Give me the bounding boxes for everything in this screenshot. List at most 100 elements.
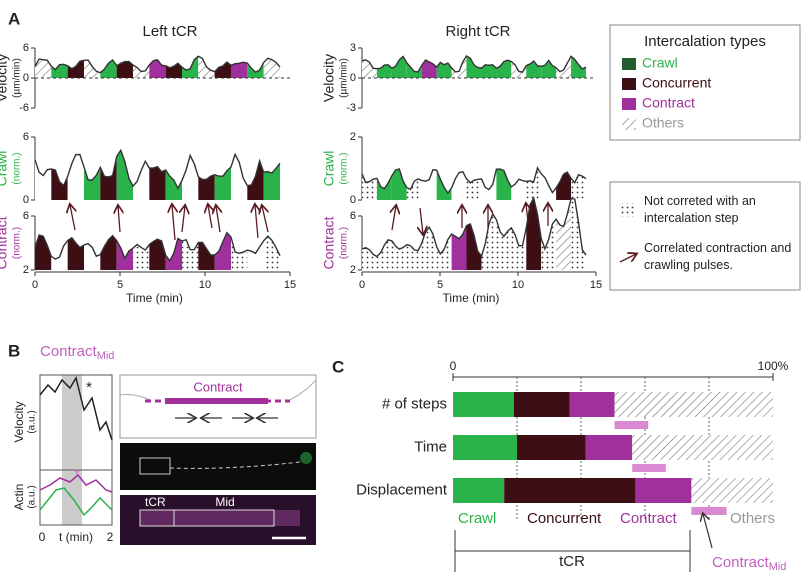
series-label: Concurrent [527, 510, 602, 527]
series-label: Contract [620, 510, 678, 527]
trace-fill [263, 236, 280, 270]
legend-label: Others [642, 115, 684, 131]
image-label: tCR [145, 495, 166, 509]
row-unit: (norm.) [12, 152, 23, 184]
bar-segment [504, 478, 636, 503]
trace-fill [421, 169, 437, 200]
trace-fill [391, 240, 407, 270]
legend-swatch [622, 98, 636, 110]
trace-fill [571, 174, 586, 200]
title-main: Contract [40, 343, 98, 360]
trace-fill [35, 235, 52, 270]
trace-fill [496, 60, 512, 78]
micrograph [120, 443, 316, 490]
trace-fill [362, 173, 377, 200]
trace-fill [406, 243, 422, 270]
correlation-arrow [182, 206, 185, 233]
trace-fill [406, 62, 422, 78]
trace-fill [51, 169, 68, 200]
axis-label: Velocity [12, 401, 26, 442]
bracket-label: tCR [559, 553, 585, 570]
diagram-box [119, 374, 317, 439]
trace-fill [376, 64, 392, 78]
signal [300, 452, 312, 464]
y-tick-label: 3 [350, 42, 356, 54]
bar-segment [453, 392, 514, 417]
bar-segment [513, 392, 570, 417]
trace-fill [496, 169, 512, 200]
legend-label: Crawl [642, 55, 678, 71]
legend-swatch [622, 78, 636, 90]
legend-swatch [622, 58, 636, 70]
legend-label: Concurrent [642, 75, 711, 91]
x-tick-label: 5 [117, 279, 123, 291]
cell-edge [289, 379, 317, 401]
panel-label: A [8, 9, 20, 28]
title-sub: Mid [97, 350, 115, 362]
trace [34, 148, 281, 190]
trace-fill [466, 56, 482, 78]
legend-note: Not correted with an intercalation step [644, 194, 756, 225]
trace-fill [436, 170, 452, 200]
x-tick-label: 5 [437, 279, 443, 291]
bar-segment [517, 435, 586, 460]
trace-fill [35, 59, 52, 78]
roi [139, 457, 171, 475]
trace [34, 231, 281, 262]
trace-fill [116, 61, 133, 78]
panel-label: C [332, 357, 344, 376]
y-tick-label: 6 [23, 210, 29, 222]
trace-fill [391, 169, 407, 200]
x-tick-label: 10 [512, 279, 524, 291]
mid-label-sub: Mid [769, 561, 787, 573]
trace-fill [511, 227, 527, 270]
mid-bar [632, 464, 666, 472]
trace-fill [67, 237, 84, 270]
category-label: Time [414, 438, 447, 455]
y-tick-label: -6 [19, 102, 29, 114]
row-unit: (norm.) [339, 152, 350, 184]
trace-fill [149, 239, 166, 270]
trace-fill [182, 239, 199, 270]
velocity-trace [39, 376, 113, 441]
correlation-arrow [420, 207, 423, 234]
bar-segment [585, 435, 633, 460]
trace-fill [571, 198, 586, 270]
trace-fill [165, 170, 182, 200]
trace-fill [362, 247, 377, 270]
correlation-arrow [262, 206, 268, 233]
trace-fill [214, 167, 231, 200]
trace [34, 55, 281, 74]
note-text: Correlated contraction and crawling puls… [644, 241, 792, 272]
trace-fill [511, 179, 527, 200]
legend-arrow [619, 254, 636, 263]
axis-unit: (a.u.) [27, 410, 38, 433]
category-label: Displacement [356, 481, 448, 498]
trace-fill [466, 178, 482, 200]
trace-fill [391, 56, 407, 78]
bar-segment [635, 478, 692, 503]
row-unit: (norm.) [339, 227, 350, 259]
bar-segment [569, 392, 615, 417]
time-band [62, 375, 82, 525]
trace-fill [421, 227, 437, 270]
y-tick-label: 6 [23, 42, 29, 54]
correlation-arrow [392, 206, 396, 231]
mid-arrow [703, 514, 713, 549]
image-label: Mid [215, 495, 234, 509]
trace-fill [116, 150, 133, 200]
row-label: Velocity [321, 54, 337, 102]
trace-fill [149, 166, 166, 200]
y-tick-label: 6 [350, 210, 356, 222]
bar-segment [632, 435, 773, 460]
trace-fill [263, 163, 280, 200]
trace-fill [247, 62, 264, 78]
trace-fill [214, 232, 231, 270]
trace-fill [526, 167, 542, 200]
trace-fill [247, 160, 264, 200]
legend-label: Contract [642, 95, 695, 111]
series-label: Crawl [458, 510, 496, 527]
trace-fill [481, 64, 497, 78]
trace-fill [541, 219, 557, 270]
